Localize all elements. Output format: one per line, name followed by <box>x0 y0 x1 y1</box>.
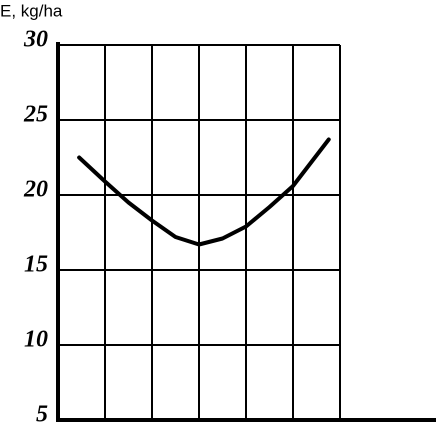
y-axis-label: E, kg/ha <box>0 1 63 20</box>
y-tick-label: 30 <box>23 27 48 53</box>
line <box>77 137 331 247</box>
y-tick-label: 5 <box>36 402 48 427</box>
y-tick-label: 10 <box>24 327 48 353</box>
y-tick-label: 25 <box>23 102 48 128</box>
y-tick-label: 15 <box>24 252 48 278</box>
y-tick-label: 20 <box>23 177 48 203</box>
